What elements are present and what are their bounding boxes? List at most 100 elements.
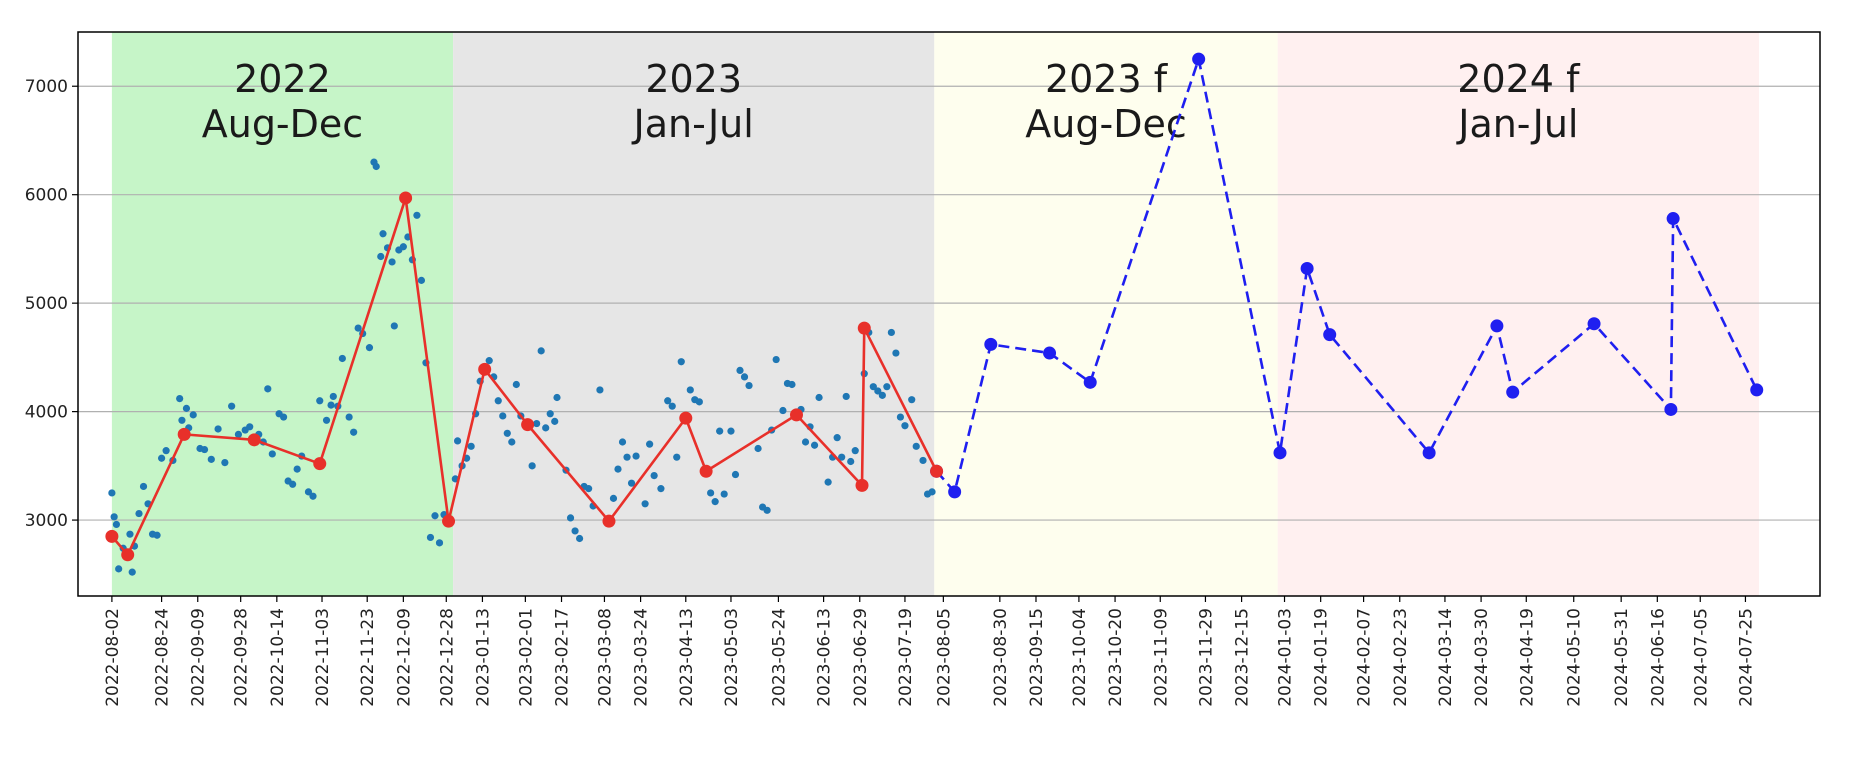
scatter-point [632,452,640,460]
x-tick-label: 2023-08-30 [991,608,1011,707]
scatter-point [641,500,649,508]
actual-point [857,321,871,335]
scatter-point [838,453,846,461]
scatter-point [528,462,536,470]
x-tick-label: 2022-10-14 [268,608,288,707]
scatter-point [108,489,116,497]
scatter-point [417,276,426,284]
x-tick-label: 2022-08-24 [153,608,173,707]
scatter-point [575,534,584,543]
x-tick-label: 2022-08-02 [103,608,123,707]
scatter-point [919,456,927,465]
scatter-point [499,412,507,420]
scatter-point [327,401,335,409]
scatter-point [503,429,511,437]
x-tick-label: 2024-02-07 [1355,608,1375,707]
scatter-point [139,482,148,491]
scatter-point [316,397,324,405]
actual-point [699,464,713,478]
forecast-point [1273,446,1287,460]
scatter-point [833,434,841,442]
scatter-point [435,539,444,547]
y-tick-label: 4000 [25,403,68,423]
scatter-point [537,347,545,355]
period-label-months: Aug-Dec [202,102,363,146]
period-region [111,32,454,596]
x-tick-label: 2024-02-23 [1391,608,1411,707]
period-label-months: Jan-Jul [1456,102,1578,146]
actual-point [121,548,135,562]
scatter-point [494,397,502,405]
x-tick-label: 2023-04-13 [677,608,697,707]
scatter-point [677,358,685,366]
forecast-point [1490,319,1504,333]
actual-point [789,408,803,422]
scatter-point [268,450,276,458]
forecast-point [1192,52,1206,66]
scatter-point [878,391,886,399]
scatter-point [716,427,724,435]
scatter-point [618,438,627,446]
scatter-point [176,395,184,403]
period-label-months: Aug-Dec [1025,102,1186,146]
period-regions [111,32,1759,596]
actual-point [930,464,944,478]
period-region [934,32,1278,596]
scatter-point [596,386,604,394]
forecast-point [1323,328,1337,342]
scatter-point [228,402,236,410]
scatter-point [887,328,895,337]
scatter-point [585,485,593,493]
scatter-point [912,442,920,450]
scatter-point [221,458,229,467]
y-tick-label: 5000 [25,294,68,314]
scatter-point [566,514,575,522]
scatter-point [788,380,796,389]
period-label-year: 2023 [645,57,742,101]
scatter-point [851,447,859,455]
horizontal-gridlines [78,85,1820,521]
scatter-point [546,410,554,418]
scatter-point [135,509,143,518]
scatter-point [686,386,694,394]
x-tick-label: 2023-03-24 [632,608,652,707]
scatter-point [234,430,243,438]
scatter-point [399,243,407,251]
scatter-point [264,385,272,393]
scatter-point [338,354,346,363]
forecast-point [1422,446,1436,460]
scatter-point [200,445,209,454]
x-tick-label: 2023-10-20 [1106,608,1126,707]
scatter-point [731,470,740,479]
scatter-point [377,252,385,261]
scatter-point [928,488,936,496]
x-tick-label: 2023-01-13 [473,608,493,707]
scatter-point [614,465,622,473]
scatter-point [112,520,121,529]
actual-point [442,514,456,528]
scatter-point [901,422,909,430]
scatter-point [720,490,728,498]
scatter-point [736,366,744,374]
plot-frame [77,31,1821,597]
scatter-point [883,383,891,391]
x-tick-label: 2023-11-09 [1151,608,1171,707]
x-tick-label: 2023-02-17 [553,608,573,707]
scatter-point [293,465,301,473]
scatter-point [627,479,636,487]
scatter-point [551,417,559,425]
x-tick-label: 2023-05-24 [769,608,789,707]
period-region [1277,32,1759,596]
actual-point [478,362,492,376]
scatter-point [801,438,810,446]
scatter-point [508,438,516,446]
scatter-point [115,565,123,573]
x-tick-label: 2024-07-25 [1736,608,1756,707]
scatter-point [745,381,753,390]
scatter-point [365,344,374,352]
scatter-point [810,441,819,449]
scatter-point [372,162,380,171]
scatter-point [668,402,676,410]
scatter-point [657,485,665,493]
